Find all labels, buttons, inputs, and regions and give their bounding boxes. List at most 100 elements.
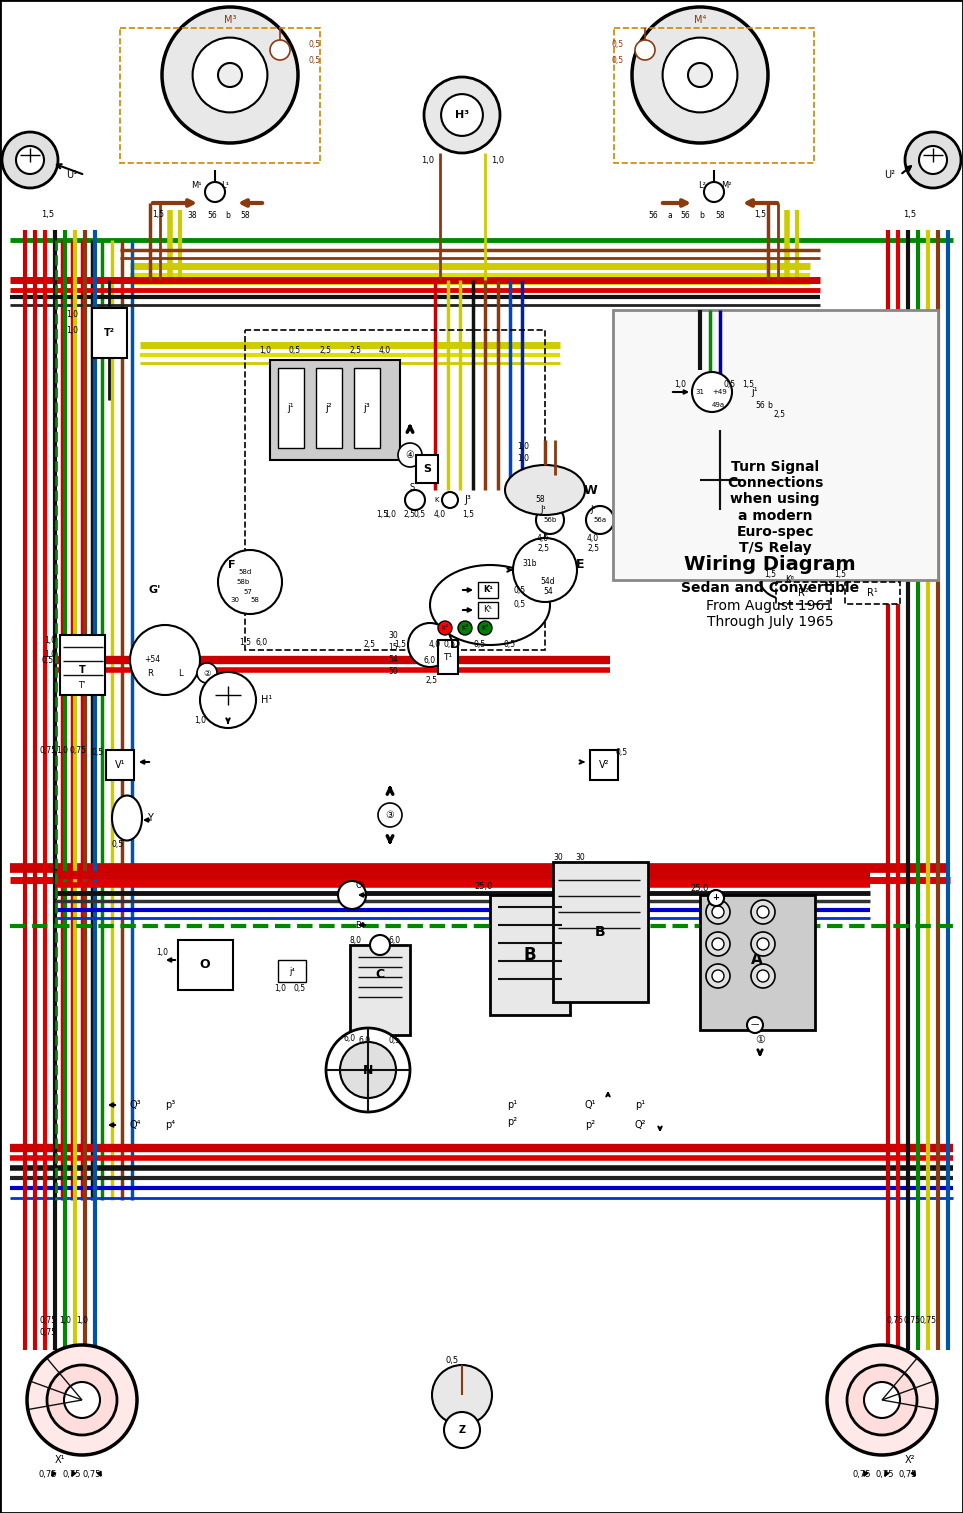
Bar	[553, 862, 648, 1002]
Ellipse shape	[505, 464, 585, 514]
Circle shape	[200, 672, 256, 728]
Bar	[120, 29, 320, 163]
Text: j¹: j¹	[752, 387, 758, 396]
Text: 1,0: 1,0	[76, 1315, 88, 1324]
Text: T: T	[79, 666, 86, 675]
Circle shape	[919, 145, 947, 174]
Text: Q⁴: Q⁴	[129, 1120, 141, 1130]
Text: 1,0: 1,0	[56, 746, 68, 755]
Circle shape	[442, 492, 458, 508]
Text: M²: M²	[720, 182, 731, 191]
Circle shape	[757, 938, 769, 950]
Text: M⁴: M⁴	[693, 15, 706, 26]
Circle shape	[708, 890, 724, 906]
Circle shape	[751, 932, 775, 956]
Text: 0,5: 0,5	[91, 747, 104, 756]
Text: S: S	[423, 464, 431, 474]
Text: X¹: X¹	[55, 1456, 65, 1465]
Circle shape	[635, 39, 655, 61]
Circle shape	[424, 77, 500, 153]
Circle shape	[441, 94, 482, 136]
Text: 58: 58	[240, 210, 249, 219]
Text: 6,0: 6,0	[424, 655, 436, 664]
Text: 0,5: 0,5	[294, 983, 306, 993]
Circle shape	[2, 132, 58, 188]
Text: 0,75: 0,75	[83, 1471, 101, 1480]
Text: 30: 30	[230, 598, 240, 604]
Text: 0,5: 0,5	[444, 640, 456, 649]
Text: 2,5: 2,5	[364, 640, 376, 649]
Bar	[316, 368, 342, 448]
Text: From August 1961: From August 1961	[707, 599, 834, 613]
Circle shape	[378, 803, 402, 828]
Text: +54: +54	[143, 655, 160, 664]
Text: 0,5: 0,5	[289, 345, 301, 354]
Circle shape	[398, 443, 422, 468]
Text: 2,5: 2,5	[319, 345, 331, 354]
Text: 1,0: 1,0	[44, 651, 56, 660]
Circle shape	[905, 132, 961, 188]
Text: 56: 56	[680, 210, 690, 219]
Text: 1,0: 1,0	[674, 380, 686, 389]
Text: 58: 58	[250, 598, 259, 604]
Text: 0,5: 0,5	[309, 56, 321, 65]
Text: j⁴: j⁴	[289, 967, 295, 976]
Text: 4,0: 4,0	[434, 510, 446, 519]
Text: H³: H³	[455, 110, 469, 120]
Ellipse shape	[760, 560, 820, 601]
Text: 4,0: 4,0	[537, 534, 549, 543]
Text: 8,0: 8,0	[349, 935, 361, 944]
Circle shape	[130, 625, 200, 694]
Text: 1,0: 1,0	[59, 1315, 71, 1324]
Text: 30: 30	[388, 631, 398, 640]
Text: T¹: T¹	[444, 652, 453, 661]
Circle shape	[432, 1365, 492, 1425]
Text: 0,5: 0,5	[309, 41, 321, 50]
Circle shape	[757, 970, 769, 982]
Text: ④: ④	[405, 449, 414, 460]
Text: 0,5: 0,5	[42, 655, 54, 664]
Bar	[270, 360, 400, 460]
Text: 25,0: 25,0	[690, 884, 709, 893]
Text: 0,75: 0,75	[39, 1315, 57, 1324]
Text: 0,5: 0,5	[504, 640, 516, 649]
Text: K²: K²	[441, 625, 449, 631]
Text: F: F	[228, 560, 236, 570]
Circle shape	[706, 964, 730, 988]
Text: 2,5: 2,5	[587, 543, 599, 552]
Text: 0,5: 0,5	[616, 747, 628, 756]
Text: R¹: R¹	[867, 589, 877, 598]
Text: 0,75: 0,75	[898, 1471, 917, 1480]
Text: 58b: 58b	[236, 579, 249, 586]
Text: 0,5: 0,5	[514, 586, 526, 595]
Text: 1,0: 1,0	[259, 345, 271, 354]
Circle shape	[47, 1365, 117, 1434]
Text: 1,0: 1,0	[66, 325, 78, 334]
Circle shape	[340, 1042, 396, 1098]
Text: —: —	[751, 1020, 759, 1029]
Text: Through July 1965: Through July 1965	[707, 614, 833, 629]
Text: 31b: 31b	[523, 558, 537, 567]
Text: R: R	[147, 669, 153, 678]
Circle shape	[663, 38, 738, 112]
Text: 56: 56	[755, 401, 765, 410]
Text: 1,5: 1,5	[764, 570, 776, 579]
Text: W: W	[584, 484, 597, 496]
Text: D: D	[450, 638, 460, 652]
Text: b: b	[225, 210, 230, 219]
Text: 1,5: 1,5	[834, 570, 846, 579]
Circle shape	[706, 900, 730, 924]
Text: ②: ②	[203, 669, 211, 678]
Circle shape	[444, 1412, 480, 1448]
Text: L²: L²	[698, 182, 706, 191]
Text: 30: 30	[553, 853, 563, 862]
Text: 1,5: 1,5	[742, 380, 754, 389]
Circle shape	[757, 906, 769, 918]
Text: 56a: 56a	[593, 517, 607, 523]
Text: 0,75: 0,75	[887, 1315, 903, 1324]
Text: 1,0: 1,0	[156, 947, 168, 956]
Bar	[614, 29, 814, 163]
Text: J¹: J¹	[540, 505, 546, 514]
Text: B: B	[595, 924, 606, 940]
Text: b: b	[699, 210, 705, 219]
